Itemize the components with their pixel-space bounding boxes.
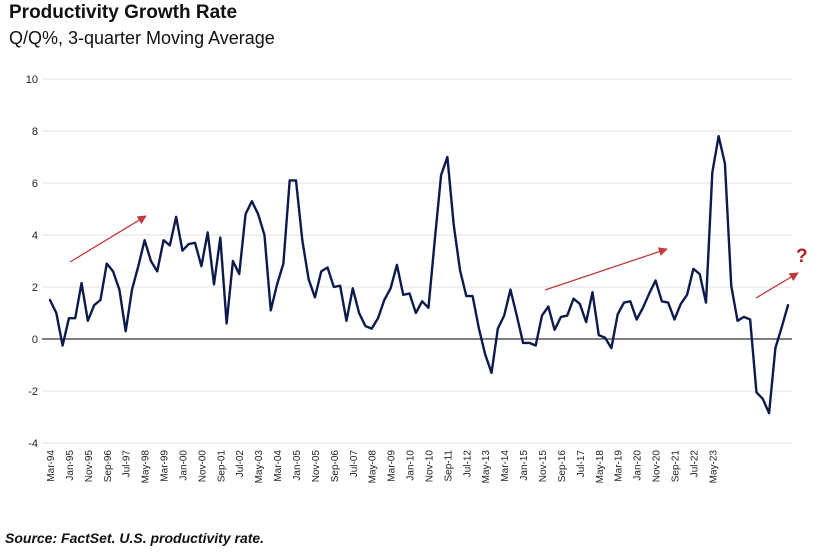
x-tick-label: May-98 bbox=[141, 450, 152, 484]
x-tick-label: Jul-07 bbox=[349, 450, 360, 478]
x-tick-label: Jan-00 bbox=[178, 450, 189, 481]
x-tick-label: Nov-00 bbox=[197, 450, 208, 483]
trend-arrow-2010s bbox=[544, 247, 668, 291]
source-note: Source: FactSet. U.S. productivity rate. bbox=[5, 530, 265, 546]
x-tick-label: Jan-95 bbox=[65, 450, 76, 481]
x-tick-label: Jan-20 bbox=[633, 450, 644, 481]
chart-subtitle: Q/Q%, 3-quarter Moving Average bbox=[9, 28, 275, 48]
x-tick-label: Nov-15 bbox=[538, 450, 549, 483]
x-tick-label: Mar-04 bbox=[273, 450, 284, 482]
x-tick-label: Sep-01 bbox=[216, 450, 227, 483]
x-tick-label: May-13 bbox=[481, 450, 492, 484]
x-tick-label: May-03 bbox=[254, 450, 265, 484]
y-tick-label: 4 bbox=[32, 230, 38, 242]
x-tick-label: Nov-20 bbox=[652, 450, 663, 483]
x-tick-label: Sep-21 bbox=[670, 450, 681, 483]
x-tick-label: Jul-22 bbox=[689, 450, 700, 478]
y-tick-label: 0 bbox=[32, 334, 38, 346]
y-tick-label: 10 bbox=[26, 74, 38, 86]
x-tick-label: Jul-02 bbox=[235, 450, 246, 478]
y-tick-label: -2 bbox=[28, 386, 38, 398]
x-tick-label: May-18 bbox=[595, 450, 606, 484]
x-tick-label: Jul-12 bbox=[462, 450, 473, 478]
x-tick-label: Nov-10 bbox=[424, 450, 435, 483]
trend-arrow-1990s bbox=[69, 215, 147, 263]
x-tick-label: May-08 bbox=[368, 450, 379, 484]
x-tick-label: Sep-11 bbox=[443, 450, 454, 482]
x-tick-label: Mar-19 bbox=[614, 450, 625, 482]
trend-arrow-2020s bbox=[755, 272, 799, 299]
series-line bbox=[48, 135, 790, 415]
question-mark: ? bbox=[796, 246, 808, 267]
x-tick-label: Jan-05 bbox=[292, 450, 303, 481]
trend-annotations: ? bbox=[69, 215, 808, 299]
x-tick-label: Mar-99 bbox=[160, 450, 171, 482]
x-tick-label: Jul-97 bbox=[122, 450, 133, 478]
x-tick-label: May-23 bbox=[708, 450, 719, 484]
x-tick-label: Jan-15 bbox=[519, 450, 530, 481]
x-tick-label: Jul-17 bbox=[576, 450, 587, 478]
x-tick-label: Sep-06 bbox=[330, 450, 341, 483]
x-tick-label: Nov-95 bbox=[84, 450, 95, 483]
y-tick-label: 2 bbox=[32, 282, 38, 294]
chart-title: Productivity Growth Rate bbox=[9, 2, 238, 23]
x-tick-label: Nov-05 bbox=[311, 450, 322, 483]
x-tick-label: Sep-96 bbox=[103, 450, 114, 483]
x-tick-label: Mar-94 bbox=[46, 450, 57, 482]
x-tick-label: Mar-14 bbox=[500, 450, 511, 482]
x-tick-label: Sep-16 bbox=[557, 450, 568, 483]
y-tick-label: 8 bbox=[32, 126, 38, 138]
y-tick-label: 6 bbox=[32, 178, 38, 190]
y-tick-label: -4 bbox=[28, 438, 38, 450]
x-tick-label: Jan-10 bbox=[406, 450, 417, 481]
x-tick-label: Mar-09 bbox=[387, 450, 398, 482]
